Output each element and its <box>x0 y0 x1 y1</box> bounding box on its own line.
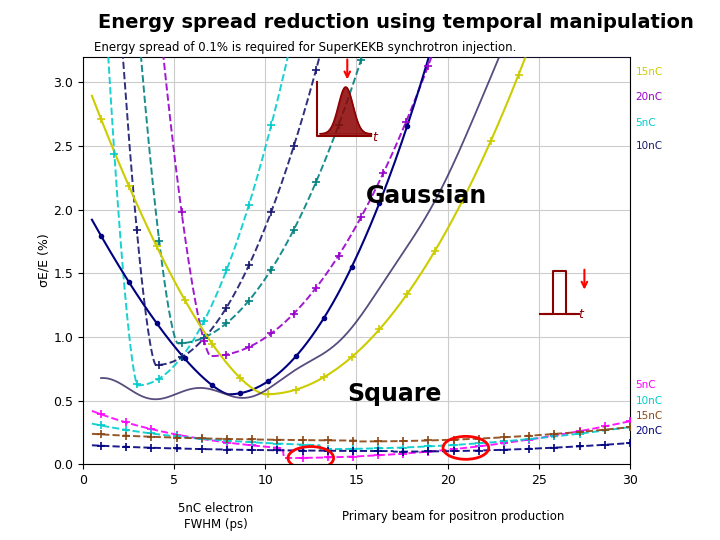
Text: Energy spread of 0.1% is required for SuperKEKB synchrotron injection.: Energy spread of 0.1% is required for Su… <box>94 40 516 53</box>
Text: Gaussian: Gaussian <box>366 184 487 208</box>
Text: FWHM (ps): FWHM (ps) <box>184 518 248 531</box>
Text: 20nC: 20nC <box>636 92 662 103</box>
Text: Energy spread reduction using temporal manipulation: Energy spread reduction using temporal m… <box>98 14 694 32</box>
Y-axis label: σE/E (%): σE/E (%) <box>37 234 50 287</box>
Text: t: t <box>372 131 377 144</box>
Text: 10nC: 10nC <box>636 141 662 151</box>
Text: 5nC electron: 5nC electron <box>179 502 253 515</box>
Text: Square: Square <box>347 382 441 406</box>
Text: 20nC: 20nC <box>636 426 662 436</box>
Text: 5nC: 5nC <box>636 380 656 390</box>
Text: 10nC: 10nC <box>636 396 662 406</box>
Text: Primary beam for positron production: Primary beam for positron production <box>343 510 564 523</box>
Text: t: t <box>578 308 583 321</box>
Text: 5nC: 5nC <box>636 118 656 128</box>
Text: 15nC: 15nC <box>636 411 662 421</box>
Text: 15nC: 15nC <box>636 67 662 77</box>
